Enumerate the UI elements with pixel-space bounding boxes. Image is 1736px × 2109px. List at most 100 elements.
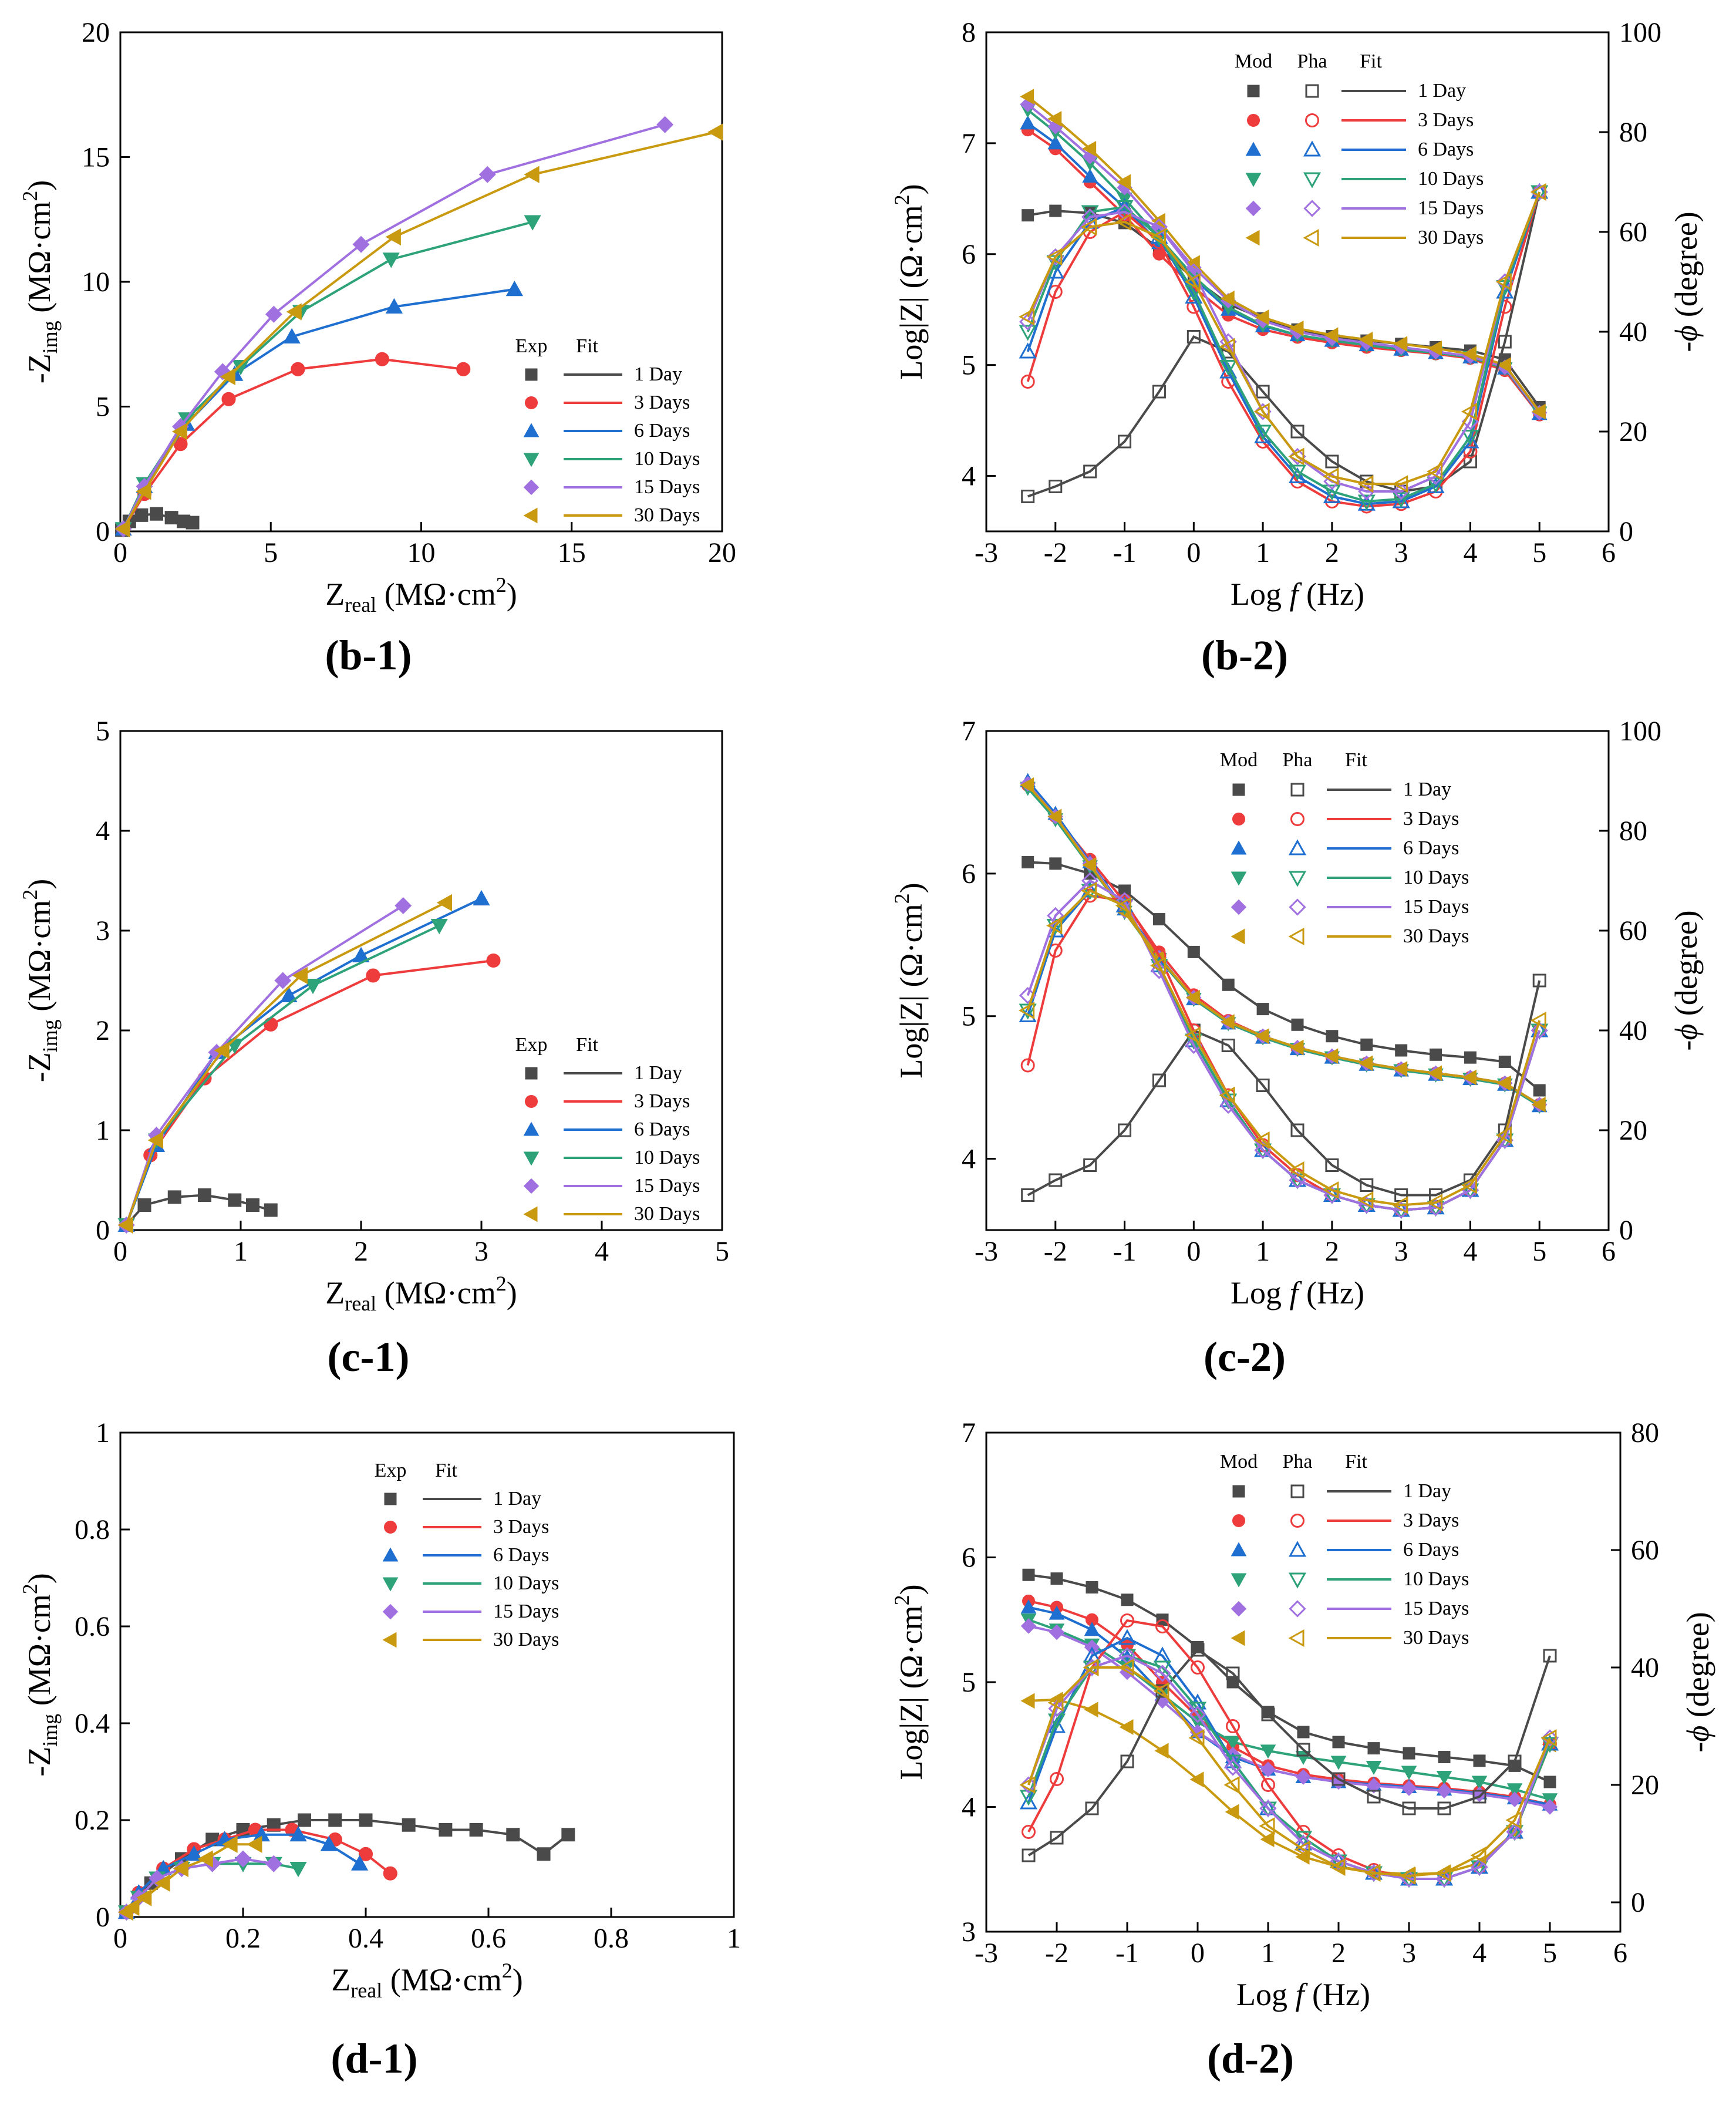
phase-point	[1186, 330, 1201, 343]
legend-label: 3 Days	[634, 1090, 690, 1112]
phase-point	[1219, 338, 1235, 356]
modulus-point	[1222, 978, 1235, 991]
data-point	[352, 235, 370, 253]
modulus-point	[1291, 1018, 1304, 1031]
modulus-point	[1082, 169, 1098, 183]
modulus-point	[1225, 1736, 1241, 1750]
legend-marker	[525, 1095, 538, 1108]
modulus-point	[1395, 1044, 1408, 1057]
data-point	[117, 1216, 133, 1234]
phase-point	[1185, 287, 1203, 304]
phase-point	[1046, 921, 1064, 938]
legend-marker-mod	[1245, 173, 1262, 187]
legend-marker-pha	[1305, 113, 1319, 127]
modulus-point	[1020, 777, 1034, 793]
phase-point	[1427, 477, 1445, 493]
data-point	[358, 1847, 373, 1861]
legend-label: 3 Days	[1418, 109, 1474, 131]
legend-marker-pha	[1303, 200, 1321, 217]
modulus-point	[1464, 1051, 1477, 1064]
modulus-point	[1084, 1702, 1098, 1718]
data-point	[469, 1823, 483, 1837]
y-axis-label-main: Log|Z| (Ω·cm	[894, 904, 929, 1078]
y-axis-label-close: )	[894, 184, 929, 194]
y-axis-label-unit: (MΩ·cm	[22, 201, 57, 321]
modulus-fit-line	[1028, 1625, 1550, 1808]
x-tick-label: 0.4	[348, 1923, 383, 1954]
phase-point	[1155, 1619, 1169, 1633]
phase-point	[1226, 1666, 1240, 1680]
data-point	[436, 894, 452, 911]
y2-axis-label-var: ϕ	[1668, 325, 1704, 342]
modulus-point	[1297, 1726, 1310, 1739]
x-tick-label: 0	[1191, 1938, 1205, 1969]
modulus-point	[1260, 1831, 1275, 1848]
x-tick-label: 1	[1261, 1938, 1275, 1969]
legend-label: 15 Days	[1403, 1598, 1469, 1619]
legend-header-fit: Fit	[1345, 1451, 1367, 1473]
x-tick-label: 5	[715, 1236, 729, 1267]
modulus-point	[1496, 1075, 1511, 1091]
phase-point	[1019, 1001, 1035, 1020]
phase-point	[1357, 494, 1376, 511]
modulus-point	[1401, 1780, 1417, 1796]
modulus-point	[1020, 1599, 1037, 1613]
legend-marker-pha	[1290, 1484, 1304, 1498]
phase-fit-line	[1027, 1648, 1551, 1857]
legend-marker-pha	[1289, 1600, 1306, 1618]
phase-point	[1330, 1852, 1347, 1870]
y-axis-label-main: -Z	[22, 1052, 57, 1082]
data-point	[198, 1188, 211, 1202]
phase-point	[1115, 897, 1132, 915]
y2-tick-label: 60	[1631, 1535, 1659, 1566]
data-point	[197, 1850, 213, 1868]
legend-label: 3 Days	[634, 392, 690, 413]
plot-frame	[119, 730, 723, 1231]
y-axis-label-sup: 2	[18, 191, 42, 201]
phase-point	[1505, 1825, 1524, 1841]
phase-point	[1296, 1743, 1310, 1757]
legend-header-pha: Pha	[1283, 1451, 1313, 1473]
phase-point	[1471, 1858, 1488, 1876]
y-tick-label: 8	[962, 17, 976, 48]
legend-marker-pha	[1290, 812, 1304, 826]
modulus-point	[1289, 320, 1304, 336]
x-axis-label-unit: (Hz)	[1299, 1275, 1364, 1310]
data-point	[289, 1825, 307, 1842]
modulus-point	[1506, 1791, 1523, 1807]
y-tick-label: 0.8	[75, 1514, 110, 1545]
phase-point	[1543, 1649, 1557, 1663]
phase-point	[1019, 325, 1037, 341]
modulus-point	[1082, 140, 1097, 157]
modulus-point	[1324, 1048, 1339, 1064]
legend-marker-mod	[1232, 1485, 1245, 1498]
y2-tick-label: 20	[1631, 1770, 1659, 1801]
data-point	[167, 1190, 181, 1204]
y-axis-label-close: )	[22, 1573, 57, 1584]
modulus-point	[1260, 1744, 1276, 1759]
phase-point	[1047, 1693, 1064, 1712]
phase-point	[1019, 1776, 1036, 1794]
data-point	[222, 1835, 238, 1853]
data-point	[402, 1818, 416, 1832]
phase-point	[1115, 213, 1132, 231]
y-axis-label-unit: (MΩ·cm	[22, 900, 57, 1020]
phase-point	[1290, 1123, 1304, 1137]
data-point	[439, 1823, 453, 1837]
legend-header-fit: Fit	[1360, 50, 1382, 72]
legend-marker	[523, 479, 540, 496]
legend-label: 10 Days	[493, 1572, 559, 1594]
modulus-point	[1543, 1776, 1556, 1788]
phase-point	[1256, 385, 1270, 399]
data-point	[228, 1193, 242, 1207]
phase-point	[1332, 1772, 1346, 1786]
phase-point	[1153, 1682, 1169, 1700]
panel-label: (c-1)	[328, 1333, 410, 1380]
legend-marker	[384, 1493, 397, 1505]
legend-marker-pha	[1288, 1572, 1307, 1589]
phase-fit-line	[1026, 191, 1541, 508]
phase-point	[1295, 1835, 1312, 1852]
y-axis-label-sup: 2	[18, 1584, 42, 1594]
x-axis-label-unit: (MΩ·cm	[376, 1275, 496, 1310]
